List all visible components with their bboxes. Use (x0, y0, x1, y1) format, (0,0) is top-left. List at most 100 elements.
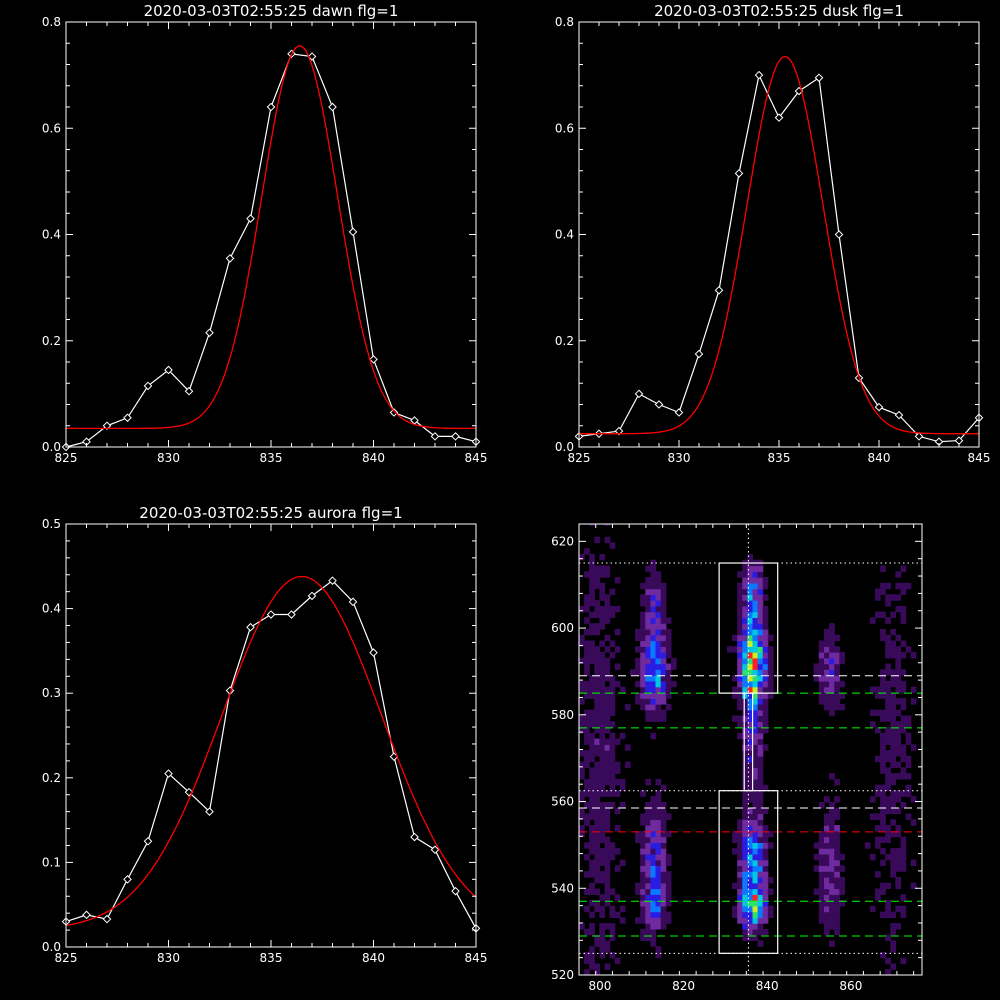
heatmap-cell (609, 744, 616, 751)
heatmap-cell (589, 559, 595, 567)
heatmap-cell (599, 905, 606, 913)
heatmap-cell (584, 778, 590, 786)
heatmap-cell (890, 778, 896, 786)
heatmap-cell (757, 721, 764, 728)
heatmap-cell (895, 750, 902, 757)
heatmap-cell (737, 871, 743, 878)
heatmap-cell (655, 698, 662, 705)
heatmap-cell (885, 680, 891, 688)
heatmap-cell (762, 882, 769, 890)
heatmap-cell (645, 646, 651, 653)
heatmap-cell (762, 848, 769, 855)
heatmap-cell (650, 882, 657, 890)
heatmap-cell (747, 836, 754, 843)
heatmap-cell (604, 848, 611, 855)
heatmap-cell (655, 877, 662, 884)
heatmap-cell (742, 669, 748, 676)
heatmap-cell (640, 888, 646, 895)
heatmap-cell (614, 807, 621, 815)
heatmap-cell (660, 663, 667, 670)
heatmap-cell (589, 755, 595, 763)
heatmap-cell (589, 830, 595, 838)
heatmap-cell (737, 732, 743, 740)
heatmap-cell (614, 957, 621, 965)
heatmap-cell (824, 905, 830, 913)
heatmap-cell (645, 859, 651, 866)
heatmap-cell (645, 680, 651, 688)
data-point (307, 52, 317, 61)
heatmap-cell (635, 634, 641, 642)
heatmap-cell (757, 917, 764, 924)
x-tick-label: 800 (588, 979, 611, 993)
heatmap-cell (900, 865, 907, 872)
heatmap-cell (599, 807, 606, 815)
heatmap-cell (824, 871, 830, 878)
heatmap-cell (599, 755, 606, 763)
heatmap-cell (609, 767, 616, 774)
heatmap-cell (650, 640, 657, 647)
heatmap-cell (645, 617, 651, 624)
heatmap-cell (737, 865, 743, 872)
y-tick-label: 0.2 (42, 334, 61, 348)
x-tick-label: 840 (756, 979, 779, 993)
heatmap-cell (747, 640, 754, 647)
heatmap-cell (762, 611, 769, 618)
heatmap-cell (742, 853, 748, 861)
heatmap-cell (665, 853, 672, 861)
heatmap-cell (737, 848, 743, 855)
heatmap-cell (757, 842, 764, 849)
data-point (348, 227, 358, 237)
heatmap-cell (829, 652, 835, 659)
heatmap-cell (742, 813, 748, 820)
heatmap-cell (650, 588, 657, 595)
heatmap-cell (839, 652, 845, 659)
heatmap-cell (594, 859, 600, 866)
heatmap-cell (670, 680, 677, 688)
heatmap-cell (655, 900, 662, 907)
heatmap-cell (589, 732, 595, 740)
heatmap-cell (747, 663, 754, 670)
heatmap-cell (609, 750, 616, 757)
heatmap-cell (824, 675, 830, 682)
heatmap-cell (747, 605, 754, 613)
heatmap-cell (885, 830, 891, 838)
heatmap-cell (747, 738, 754, 745)
heatmap-cell (885, 825, 891, 832)
heatmap-cell (747, 657, 754, 665)
heatmap-cell (594, 657, 600, 665)
heatmap-cell (824, 796, 830, 803)
heatmap-cell (834, 813, 840, 820)
heatmap-cell (885, 882, 891, 890)
heatmap-cell (604, 663, 611, 670)
heatmap-cell (655, 819, 662, 826)
heatmap-cell (824, 825, 830, 832)
heatmap-cell (747, 848, 754, 855)
heatmap-cell (660, 617, 667, 624)
heatmap-cell (895, 853, 902, 861)
heatmap-cell (599, 703, 606, 711)
heatmap-cell (645, 807, 651, 815)
heatmap-cell (824, 646, 830, 653)
heatmap-cell (584, 755, 590, 763)
heatmap-cell (584, 853, 590, 861)
heatmap-cell (762, 605, 769, 613)
heatmap-cell (742, 640, 748, 647)
heatmap-cell (589, 715, 595, 722)
heatmap-cell (757, 813, 764, 820)
heatmap-cell (818, 900, 825, 907)
heatmap-cell (890, 709, 896, 717)
heatmap-cell (895, 773, 902, 780)
heatmap-cell (599, 732, 606, 740)
heatmap-cell (752, 744, 759, 751)
heatmap-cell (589, 865, 595, 872)
heatmap-cell (594, 582, 600, 590)
heatmap-cell (900, 669, 907, 676)
heatmap-cell (767, 669, 774, 676)
heatmap-cell (834, 669, 840, 676)
heatmap-cell (762, 617, 769, 624)
heatmap-cell (752, 934, 759, 941)
heatmap-cell (589, 900, 595, 907)
heatmap-cell (670, 657, 677, 665)
heatmap-cell (660, 588, 667, 595)
heatmap-cell (747, 721, 754, 728)
